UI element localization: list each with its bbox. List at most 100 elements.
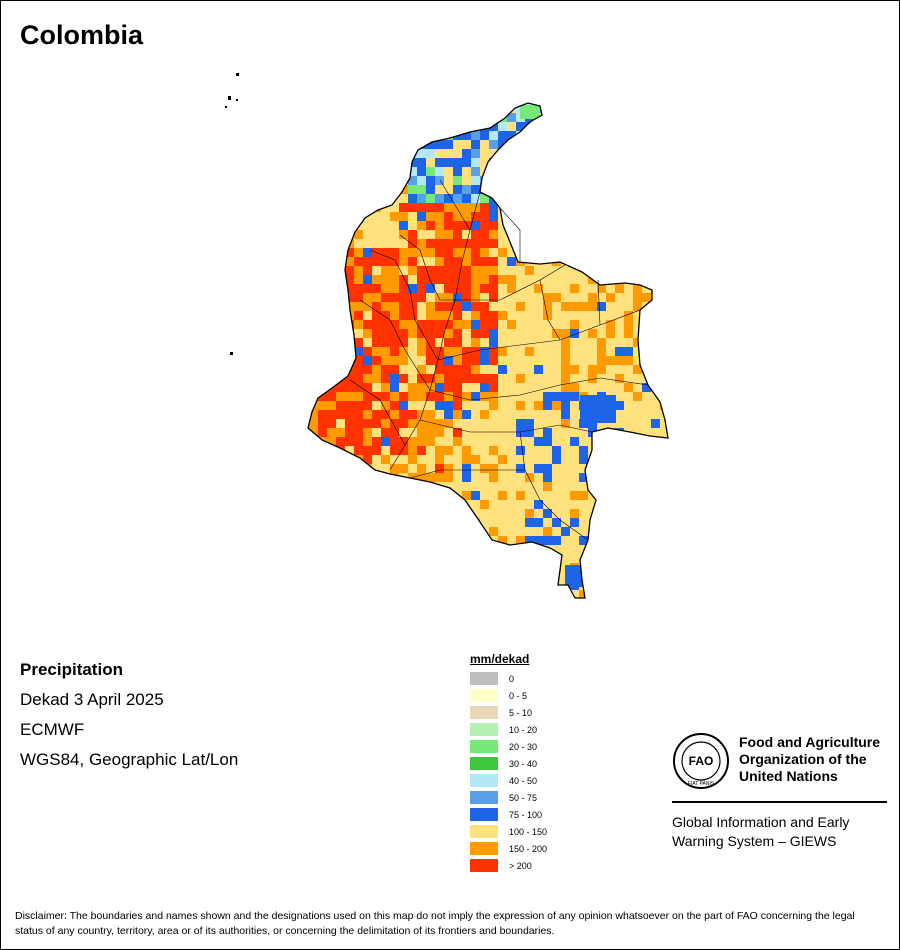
- grid-cell: [471, 194, 480, 203]
- grid-cell: [534, 122, 543, 131]
- grid-cell: [642, 131, 651, 140]
- grid-cell: [480, 284, 489, 293]
- grid-cell: [507, 131, 516, 140]
- grid-cell: [435, 140, 444, 149]
- grid-cell: [624, 347, 633, 356]
- grid-cell: [417, 284, 426, 293]
- fao-name: Food and Agriculture Organization of the…: [739, 734, 900, 785]
- grid-cell: [606, 167, 615, 176]
- grid-cell: [345, 401, 354, 410]
- grid-cell: [435, 419, 444, 428]
- grid-cell: [408, 329, 417, 338]
- grid-cell: [453, 311, 462, 320]
- grid-cell: [633, 257, 642, 266]
- grid-cell: [615, 185, 624, 194]
- grid-cell: [390, 410, 399, 419]
- grid-cell: [408, 311, 417, 320]
- grid-cell: [624, 221, 633, 230]
- grid-cell: [525, 518, 534, 527]
- grid-cell: [309, 545, 318, 554]
- grid-cell: [615, 266, 624, 275]
- grid-cell: [426, 203, 435, 212]
- grid-cell: [426, 176, 435, 185]
- grid-cell: [426, 266, 435, 275]
- grid-cell: [318, 464, 327, 473]
- grid-cell: [417, 167, 426, 176]
- grid-cell: [516, 419, 525, 428]
- grid-cell: [318, 428, 327, 437]
- grid-cell: [462, 104, 471, 113]
- grid-cell: [606, 329, 615, 338]
- grid-cell: [444, 473, 453, 482]
- grid-cell: [363, 374, 372, 383]
- grid-cell: [327, 140, 336, 149]
- grid-cell: [660, 509, 668, 518]
- grid-cell: [489, 293, 498, 302]
- grid-cell: [390, 554, 399, 563]
- grid-cell: [615, 455, 624, 464]
- grid-cell: [308, 365, 309, 374]
- grid-cell: [588, 113, 597, 122]
- grid-cell: [471, 230, 480, 239]
- grid-cell: [579, 473, 588, 482]
- grid-cell: [462, 347, 471, 356]
- grid-cell: [471, 320, 480, 329]
- grid-cell: [453, 248, 462, 257]
- grid-cell: [462, 509, 471, 518]
- grid-cell: [651, 419, 660, 428]
- grid-cell: [354, 284, 363, 293]
- grid-cell: [444, 257, 453, 266]
- grid-cell: [327, 509, 336, 518]
- grid-cell: [453, 275, 462, 284]
- grid-cell: [453, 103, 462, 104]
- grid-cell: [471, 275, 480, 284]
- grid-cell: [363, 131, 372, 140]
- grid-cell: [534, 194, 543, 203]
- grid-cell: [426, 194, 435, 203]
- grid-cell: [453, 239, 462, 248]
- grid-cell: [435, 302, 444, 311]
- grid-cell: [480, 203, 489, 212]
- grid-cell: [327, 365, 336, 374]
- grid-cell: [354, 581, 363, 590]
- grid-cell: [336, 581, 345, 590]
- disclaimer: Disclaimer: The boundaries and names sho…: [15, 910, 855, 937]
- grid-cell: [354, 293, 363, 302]
- grid-cell: [579, 257, 588, 266]
- grid-cell: [678, 131, 687, 140]
- grid-cell: [543, 302, 552, 311]
- grid-cell: [615, 230, 624, 239]
- grid-cell: [390, 356, 399, 365]
- grid-cell: [444, 149, 453, 158]
- grid-cell: [435, 518, 444, 527]
- grid-cell: [489, 176, 498, 185]
- grid-cell: [498, 455, 507, 464]
- grid-cell: [597, 248, 606, 257]
- grid-cell: [372, 437, 381, 446]
- grid-cell: [678, 176, 687, 185]
- grid-cell: [444, 410, 453, 419]
- grid-cell: [525, 473, 534, 482]
- grid-cell: [435, 446, 444, 455]
- grid-cell: [372, 338, 381, 347]
- grid-cell: [516, 428, 525, 437]
- grid-cell: [669, 491, 678, 500]
- grid-cell: [417, 410, 426, 419]
- legend-label: 50 - 75: [509, 792, 538, 803]
- grid-cell: [327, 293, 336, 302]
- grid-cell: [471, 167, 480, 176]
- grid-cell: [534, 103, 543, 104]
- grid-cell: [318, 590, 327, 598]
- grid-cell: [597, 194, 606, 203]
- grid-cell: [309, 365, 318, 374]
- grid-cell: [570, 509, 579, 518]
- grid-cell: [426, 428, 435, 437]
- grid-cell: [507, 113, 516, 122]
- grid-cell: [453, 257, 462, 266]
- grid-cell: [390, 347, 399, 356]
- grid-cell: [381, 248, 390, 257]
- grid-cell: [669, 167, 678, 176]
- grid-cell: [615, 401, 624, 410]
- grid-cell: [471, 221, 480, 230]
- grid-cell: [309, 266, 318, 275]
